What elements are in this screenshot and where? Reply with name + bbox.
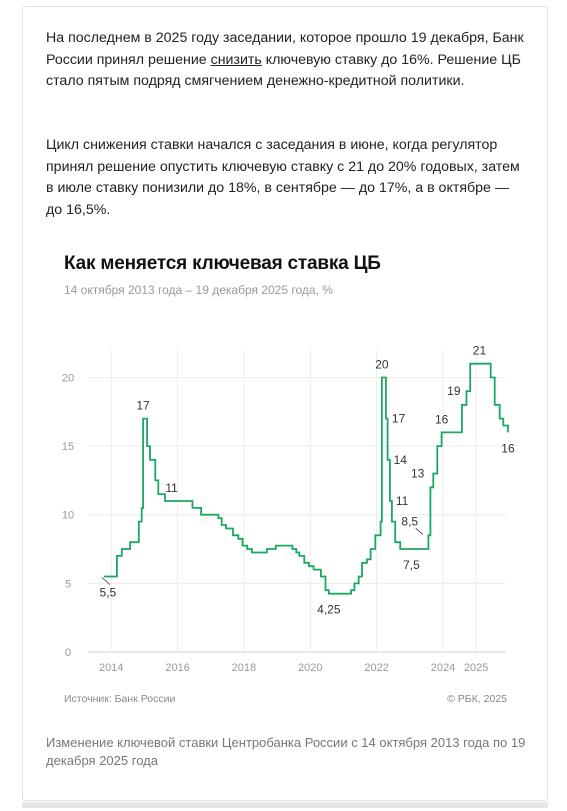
chart-subtitle: 14 октября 2013 года – 19 декабря 2025 г… <box>64 283 333 297</box>
x-tick-label: 2016 <box>165 662 189 674</box>
card-shadow <box>22 802 548 808</box>
data-label: 7,5 <box>403 558 420 572</box>
x-tick-label: 2024 <box>431 662 455 674</box>
x-tick-label: 2020 <box>298 662 322 674</box>
x-tick-label: 2022 <box>364 662 388 674</box>
y-tick-label: 10 <box>62 510 74 522</box>
p1-text-after: ключевую ставку до 16%. Решение ЦБ стало… <box>46 51 521 90</box>
data-label: 21 <box>473 344 487 358</box>
chart-title: Как меняется ключевая ставка ЦБ <box>64 253 381 274</box>
p1-text-before: На последнем в 2025 году заседании, кото… <box>46 30 524 68</box>
data-label: 19 <box>447 384 461 398</box>
data-label: 8,5 <box>401 514 418 528</box>
data-label: 14 <box>394 453 408 467</box>
data-label: 17 <box>136 399 150 413</box>
data-label: 17 <box>392 412 406 426</box>
x-tick-label: 2014 <box>99 662 123 674</box>
chart-caption: Изменение ключевой ставки Центробанка Ро… <box>46 735 526 768</box>
article-paragraph-1: На последнем в 2025 году заседании, кото… <box>46 28 526 93</box>
lower-rate-link[interactable]: снизить <box>210 51 262 68</box>
article-card <box>22 6 548 801</box>
data-label-leader <box>101 577 111 585</box>
data-label: 5,5 <box>100 586 117 600</box>
data-label: 16 <box>435 412 449 426</box>
data-label-leader <box>415 528 424 535</box>
y-tick-label: 20 <box>62 372 74 384</box>
y-tick-label: 15 <box>62 441 74 453</box>
y-tick-label: 5 <box>65 578 71 590</box>
data-label: 11 <box>165 481 178 495</box>
x-tick-label: 2018 <box>232 662 256 674</box>
y-tick-label: 0 <box>65 647 71 659</box>
data-label: 13 <box>411 467 425 481</box>
chart-source: Источник: Банк России <box>64 693 176 705</box>
key-rate-line <box>103 362 509 595</box>
chart-copyright: © РБК, 2025 <box>447 693 507 705</box>
data-label: 20 <box>375 357 389 371</box>
data-label: 16 <box>501 441 515 455</box>
data-label: 11 <box>396 494 409 508</box>
x-tick-label: 2025 <box>464 662 488 674</box>
data-label: 4,25 <box>317 603 341 617</box>
article-paragraph-2: Цикл снижения ставки начался с заседания… <box>46 137 520 218</box>
